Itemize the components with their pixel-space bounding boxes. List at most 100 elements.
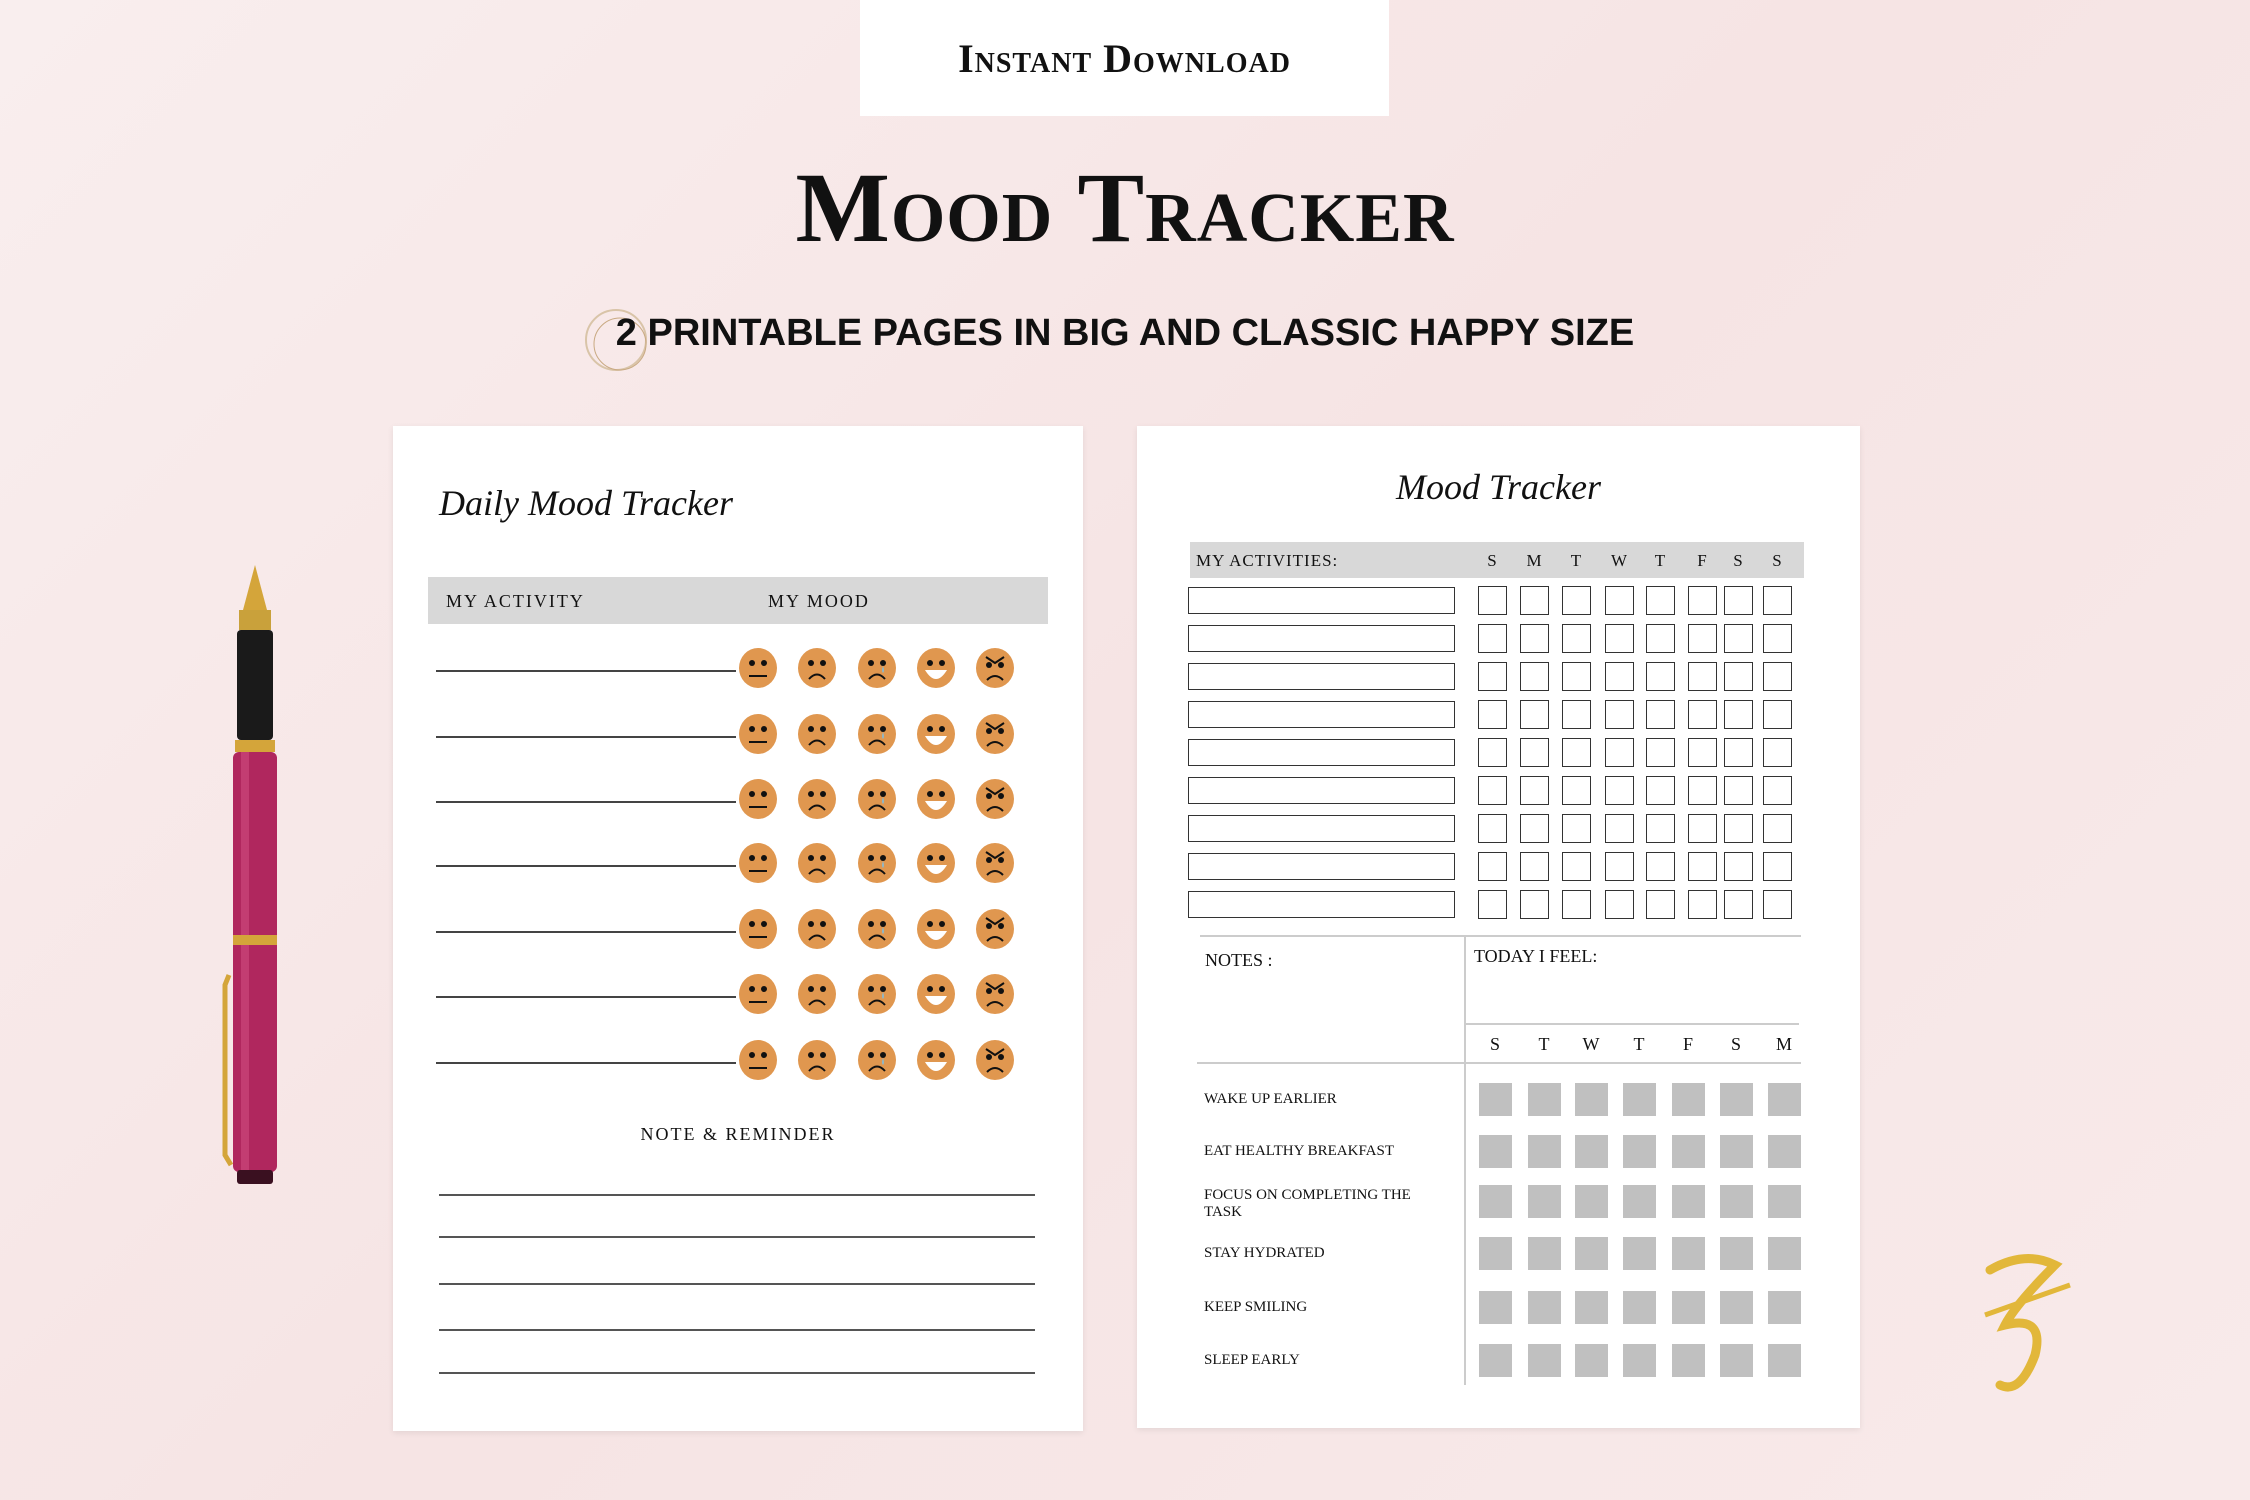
sad-face-icon[interactable] [797,779,837,819]
activity-input[interactable] [1188,815,1455,842]
activity-checkbox[interactable] [1562,738,1591,767]
activity-checkbox[interactable] [1562,852,1591,881]
sad-face-icon[interactable] [797,909,837,949]
activity-checkbox[interactable] [1724,586,1753,615]
activity-line[interactable] [436,996,736,998]
habit-square[interactable] [1768,1344,1801,1377]
activity-checkbox[interactable] [1688,662,1717,691]
habit-square[interactable] [1768,1083,1801,1116]
happy-face-icon[interactable] [916,1040,956,1080]
angry-face-icon[interactable] [975,909,1015,949]
habit-square[interactable] [1575,1344,1608,1377]
activity-checkbox[interactable] [1763,662,1792,691]
activity-checkbox[interactable] [1688,852,1717,881]
activity-input[interactable] [1188,853,1455,880]
activity-checkbox[interactable] [1562,662,1591,691]
activity-checkbox[interactable] [1646,738,1675,767]
neutral-face-icon[interactable] [738,974,778,1014]
habit-square[interactable] [1768,1237,1801,1270]
activity-checkbox[interactable] [1478,700,1507,729]
habit-square[interactable] [1672,1291,1705,1324]
activity-checkbox[interactable] [1562,700,1591,729]
habit-square[interactable] [1672,1135,1705,1168]
activity-checkbox[interactable] [1478,890,1507,919]
activity-checkbox[interactable] [1688,700,1717,729]
activity-checkbox[interactable] [1646,890,1675,919]
activity-checkbox[interactable] [1478,738,1507,767]
crying-face-icon[interactable] [857,974,897,1014]
habit-square[interactable] [1479,1344,1512,1377]
neutral-face-icon[interactable] [738,1040,778,1080]
happy-face-icon[interactable] [916,714,956,754]
activity-checkbox[interactable] [1763,852,1792,881]
sad-face-icon[interactable] [797,714,837,754]
activity-checkbox[interactable] [1646,662,1675,691]
sad-face-icon[interactable] [797,1040,837,1080]
activity-checkbox[interactable] [1605,738,1634,767]
activity-checkbox[interactable] [1763,814,1792,843]
habit-square[interactable] [1623,1185,1656,1218]
activity-checkbox[interactable] [1562,776,1591,805]
habit-square[interactable] [1720,1135,1753,1168]
habit-square[interactable] [1672,1083,1705,1116]
activity-checkbox[interactable] [1478,624,1507,653]
activity-line[interactable] [436,670,736,672]
activity-checkbox[interactable] [1688,624,1717,653]
sad-face-icon[interactable] [797,648,837,688]
activity-checkbox[interactable] [1520,700,1549,729]
activity-checkbox[interactable] [1724,624,1753,653]
activity-input[interactable] [1188,701,1455,728]
habit-square[interactable] [1623,1083,1656,1116]
activity-line[interactable] [436,931,736,933]
happy-face-icon[interactable] [916,909,956,949]
angry-face-icon[interactable] [975,974,1015,1014]
activity-checkbox[interactable] [1562,814,1591,843]
activity-checkbox[interactable] [1478,814,1507,843]
crying-face-icon[interactable] [857,779,897,819]
activity-checkbox[interactable] [1724,852,1753,881]
activity-checkbox[interactable] [1478,776,1507,805]
activity-checkbox[interactable] [1688,890,1717,919]
activity-checkbox[interactable] [1646,814,1675,843]
activity-checkbox[interactable] [1724,662,1753,691]
crying-face-icon[interactable] [857,843,897,883]
activity-checkbox[interactable] [1688,738,1717,767]
angry-face-icon[interactable] [975,843,1015,883]
note-line[interactable] [439,1236,1035,1238]
activity-checkbox[interactable] [1478,586,1507,615]
crying-face-icon[interactable] [857,714,897,754]
activity-checkbox[interactable] [1520,738,1549,767]
habit-square[interactable] [1623,1135,1656,1168]
activity-checkbox[interactable] [1763,586,1792,615]
activity-input[interactable] [1188,625,1455,652]
activity-checkbox[interactable] [1478,852,1507,881]
activity-input[interactable] [1188,739,1455,766]
habit-square[interactable] [1479,1083,1512,1116]
activity-checkbox[interactable] [1520,776,1549,805]
crying-face-icon[interactable] [857,648,897,688]
activity-checkbox[interactable] [1520,586,1549,615]
angry-face-icon[interactable] [975,1040,1015,1080]
activity-checkbox[interactable] [1724,814,1753,843]
habit-square[interactable] [1479,1185,1512,1218]
habit-square[interactable] [1575,1083,1608,1116]
habit-square[interactable] [1479,1135,1512,1168]
activity-checkbox[interactable] [1763,700,1792,729]
activity-checkbox[interactable] [1605,776,1634,805]
activity-checkbox[interactable] [1562,586,1591,615]
activity-checkbox[interactable] [1646,852,1675,881]
activity-line[interactable] [436,801,736,803]
activity-input[interactable] [1188,777,1455,804]
crying-face-icon[interactable] [857,909,897,949]
activity-checkbox[interactable] [1646,700,1675,729]
activity-checkbox[interactable] [1646,776,1675,805]
activity-checkbox[interactable] [1520,662,1549,691]
activity-checkbox[interactable] [1605,700,1634,729]
neutral-face-icon[interactable] [738,779,778,819]
activity-checkbox[interactable] [1605,624,1634,653]
neutral-face-icon[interactable] [738,843,778,883]
habit-square[interactable] [1575,1185,1608,1218]
habit-square[interactable] [1479,1237,1512,1270]
habit-square[interactable] [1720,1344,1753,1377]
activity-checkbox[interactable] [1688,814,1717,843]
